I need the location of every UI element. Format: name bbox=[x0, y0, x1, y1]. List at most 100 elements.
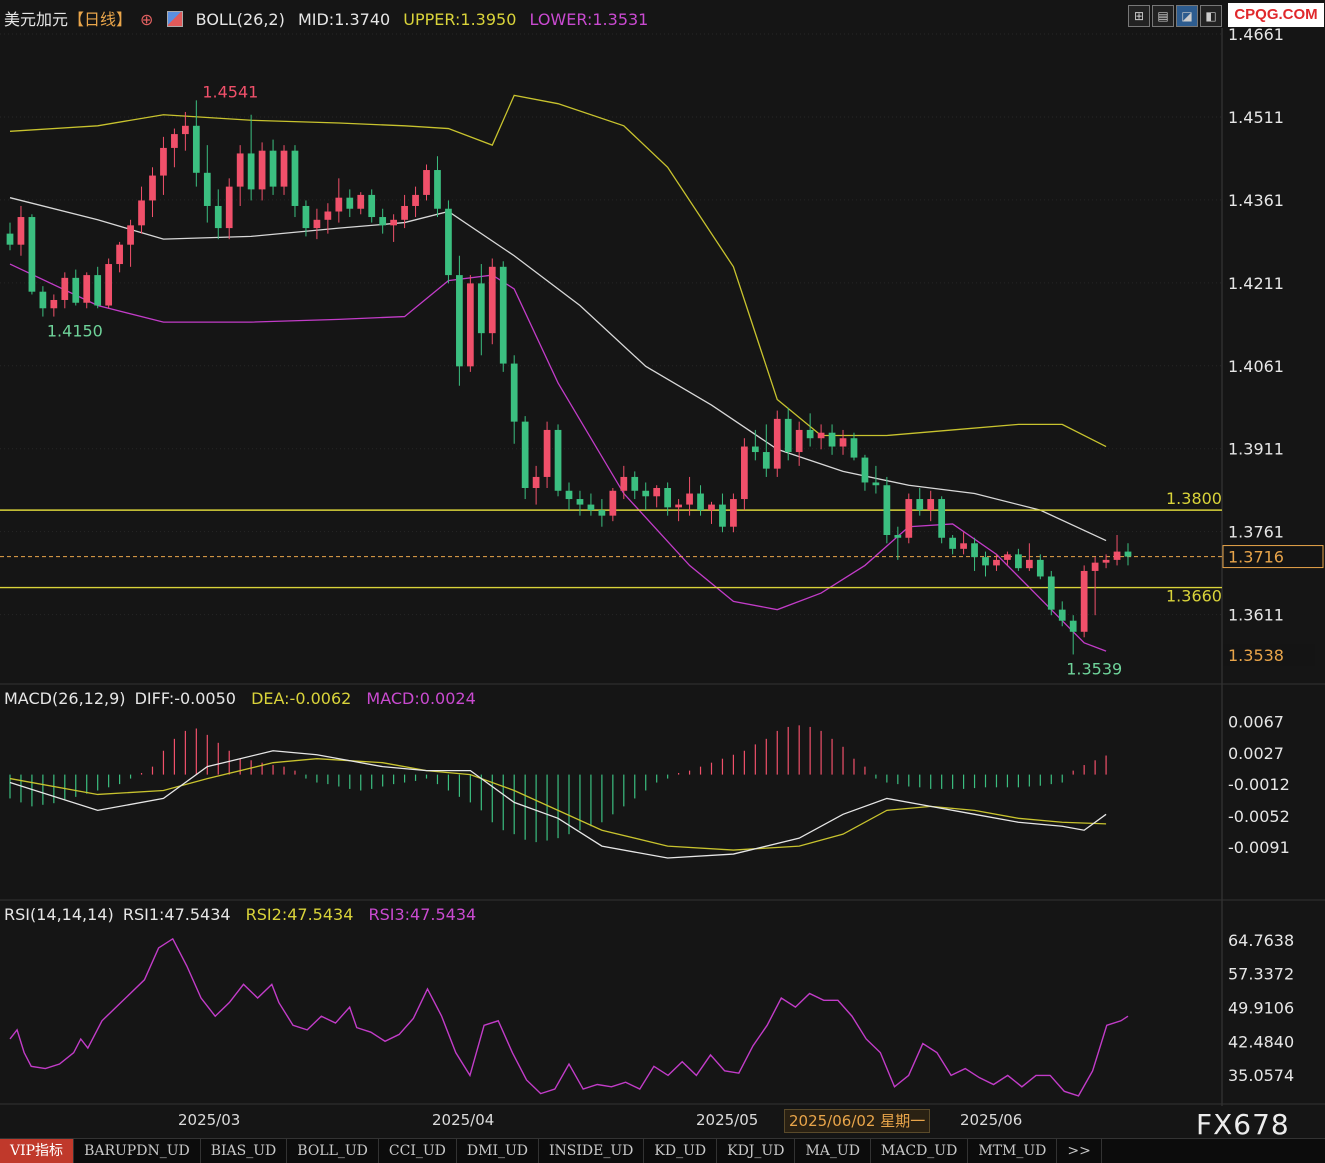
price-tick-label: 1.4511 bbox=[1228, 108, 1284, 127]
candle-body bbox=[1015, 554, 1022, 569]
candle-body bbox=[1025, 559, 1033, 569]
current-price-box bbox=[1222, 545, 1324, 569]
window-icon[interactable]: ◧ bbox=[1200, 5, 1222, 27]
level-label: 1.3660 bbox=[1166, 587, 1222, 606]
candle-body bbox=[719, 504, 726, 527]
candle-body bbox=[6, 233, 14, 245]
price-tick-label: 1.3761 bbox=[1228, 523, 1284, 542]
boll-upper-line bbox=[9, 94, 1107, 448]
candle-body bbox=[269, 150, 277, 187]
candle-body bbox=[686, 493, 693, 505]
candle-body bbox=[160, 147, 167, 176]
candle-body bbox=[642, 490, 650, 497]
candle-body bbox=[664, 487, 672, 508]
macd-tick-label: 0.0027 bbox=[1228, 744, 1284, 763]
macd-dea: DEA:-0.0062 bbox=[251, 689, 352, 708]
x-label-2025-04: 2025/04 bbox=[432, 1111, 495, 1129]
price-tick-label: 1.3911 bbox=[1228, 440, 1284, 459]
candle-body bbox=[258, 150, 266, 190]
candle-body bbox=[434, 170, 441, 209]
candle-body bbox=[149, 175, 156, 201]
tab-barupdn-ud[interactable]: BARUPDN_UD bbox=[74, 1139, 201, 1163]
candle-body bbox=[675, 504, 682, 508]
indicator-icon[interactable] bbox=[166, 11, 183, 27]
tab-cci-ud[interactable]: CCI_UD bbox=[379, 1139, 457, 1163]
tab-kdj-ud[interactable]: KDJ_UD bbox=[717, 1139, 796, 1163]
low-price-label: 1.3538 bbox=[1228, 646, 1284, 665]
candle-body bbox=[1069, 620, 1077, 632]
candle-body bbox=[521, 421, 529, 488]
candle-body bbox=[357, 194, 365, 209]
candle-body bbox=[960, 543, 967, 549]
chart-icon[interactable]: ◪ bbox=[1176, 5, 1198, 27]
candle-body bbox=[17, 217, 25, 245]
candle-body bbox=[795, 429, 803, 453]
tab-bias-ud[interactable]: BIAS_UD bbox=[201, 1139, 288, 1163]
candle-body bbox=[412, 194, 419, 206]
rsi-line bbox=[9, 937, 1129, 1097]
macd-tick-label: -0.0091 bbox=[1228, 838, 1290, 857]
candle-body bbox=[466, 283, 474, 367]
price-tick-label: 1.4211 bbox=[1228, 274, 1284, 293]
price-tick-label: 1.4061 bbox=[1228, 357, 1284, 376]
indicator-tabs: VIP指标 BARUPDN_UD BIAS_UD BOLL_UD CCI_UD DMI_U… bbox=[0, 1138, 1325, 1163]
candle-body bbox=[993, 559, 1000, 566]
candle-body bbox=[477, 283, 485, 334]
candle-body bbox=[609, 490, 617, 516]
candle-body bbox=[1036, 559, 1044, 577]
rsi-tick-label: 49.9106 bbox=[1228, 999, 1294, 1018]
layout-icon[interactable]: ▤ bbox=[1152, 5, 1174, 27]
candle-body bbox=[1080, 570, 1088, 632]
macd-tick-label: -0.0052 bbox=[1228, 807, 1290, 826]
candle-body bbox=[313, 219, 321, 229]
tab-more-button[interactable]: >> bbox=[1057, 1139, 1102, 1163]
candle-body bbox=[214, 205, 222, 229]
tab-vip[interactable]: VIP指标 bbox=[0, 1139, 75, 1163]
watermark: FX678 bbox=[1196, 1108, 1290, 1141]
candle-body bbox=[225, 186, 233, 229]
candle-body bbox=[784, 418, 792, 453]
chart-header: 美元加元【日线】 ⊕ BOLL(26,2) MID:1.3740 UPPER:1.… bbox=[4, 6, 656, 30]
candle-body bbox=[1058, 609, 1066, 621]
macd-dea-line bbox=[9, 758, 1107, 851]
candle-body bbox=[488, 266, 496, 334]
candle-body bbox=[94, 275, 102, 306]
tab-boll-ud[interactable]: BOLL_UD bbox=[287, 1139, 379, 1163]
candle-body bbox=[61, 277, 69, 300]
candle-body bbox=[730, 499, 737, 527]
tab-dmi-ud[interactable]: DMI_UD bbox=[457, 1139, 540, 1163]
rsi-tick-label: 64.7638 bbox=[1228, 931, 1294, 950]
macd-params: MACD(26,12,9) bbox=[4, 689, 126, 708]
tab-macd-ud[interactable]: MACD_UD bbox=[871, 1139, 969, 1163]
tab-ma-ud[interactable]: MA_UD bbox=[795, 1139, 871, 1163]
candle-body bbox=[697, 493, 704, 511]
x-label-2025-03: 2025/03 bbox=[178, 1111, 241, 1129]
candle-body bbox=[28, 217, 36, 292]
tab-inside-ud[interactable]: INSIDE_UD bbox=[539, 1139, 645, 1163]
candle-body bbox=[138, 200, 145, 226]
rsi3-value: RSI3:47.5434 bbox=[368, 905, 477, 924]
boll-lower: LOWER:1.3531 bbox=[529, 10, 649, 29]
grid-icon[interactable]: ⊞ bbox=[1128, 5, 1150, 27]
candle-body bbox=[631, 476, 639, 491]
candle-body bbox=[971, 543, 978, 558]
price-annotation: 1.4541 bbox=[202, 82, 258, 101]
rsi-tick-label: 57.3372 bbox=[1228, 965, 1294, 984]
candle-body bbox=[105, 264, 113, 306]
candle-body bbox=[982, 557, 989, 566]
candle-body bbox=[905, 499, 913, 538]
boll-mid-line bbox=[9, 197, 1107, 542]
period-label[interactable]: 【日线】 bbox=[68, 10, 133, 29]
boll-upper: UPPER:1.3950 bbox=[403, 10, 517, 29]
tab-mtm-ud[interactable]: MTM_UD bbox=[968, 1139, 1058, 1163]
candle-body bbox=[708, 504, 715, 511]
candle-body bbox=[236, 153, 244, 187]
period-toggle-icon[interactable]: ⊕ bbox=[140, 10, 154, 29]
candle-body bbox=[50, 299, 58, 309]
candle-body bbox=[1113, 551, 1121, 560]
candle-body bbox=[423, 170, 430, 195]
tab-kd-ud[interactable]: KD_UD bbox=[644, 1139, 718, 1163]
candle-body bbox=[587, 504, 595, 511]
candle-body bbox=[203, 172, 211, 206]
